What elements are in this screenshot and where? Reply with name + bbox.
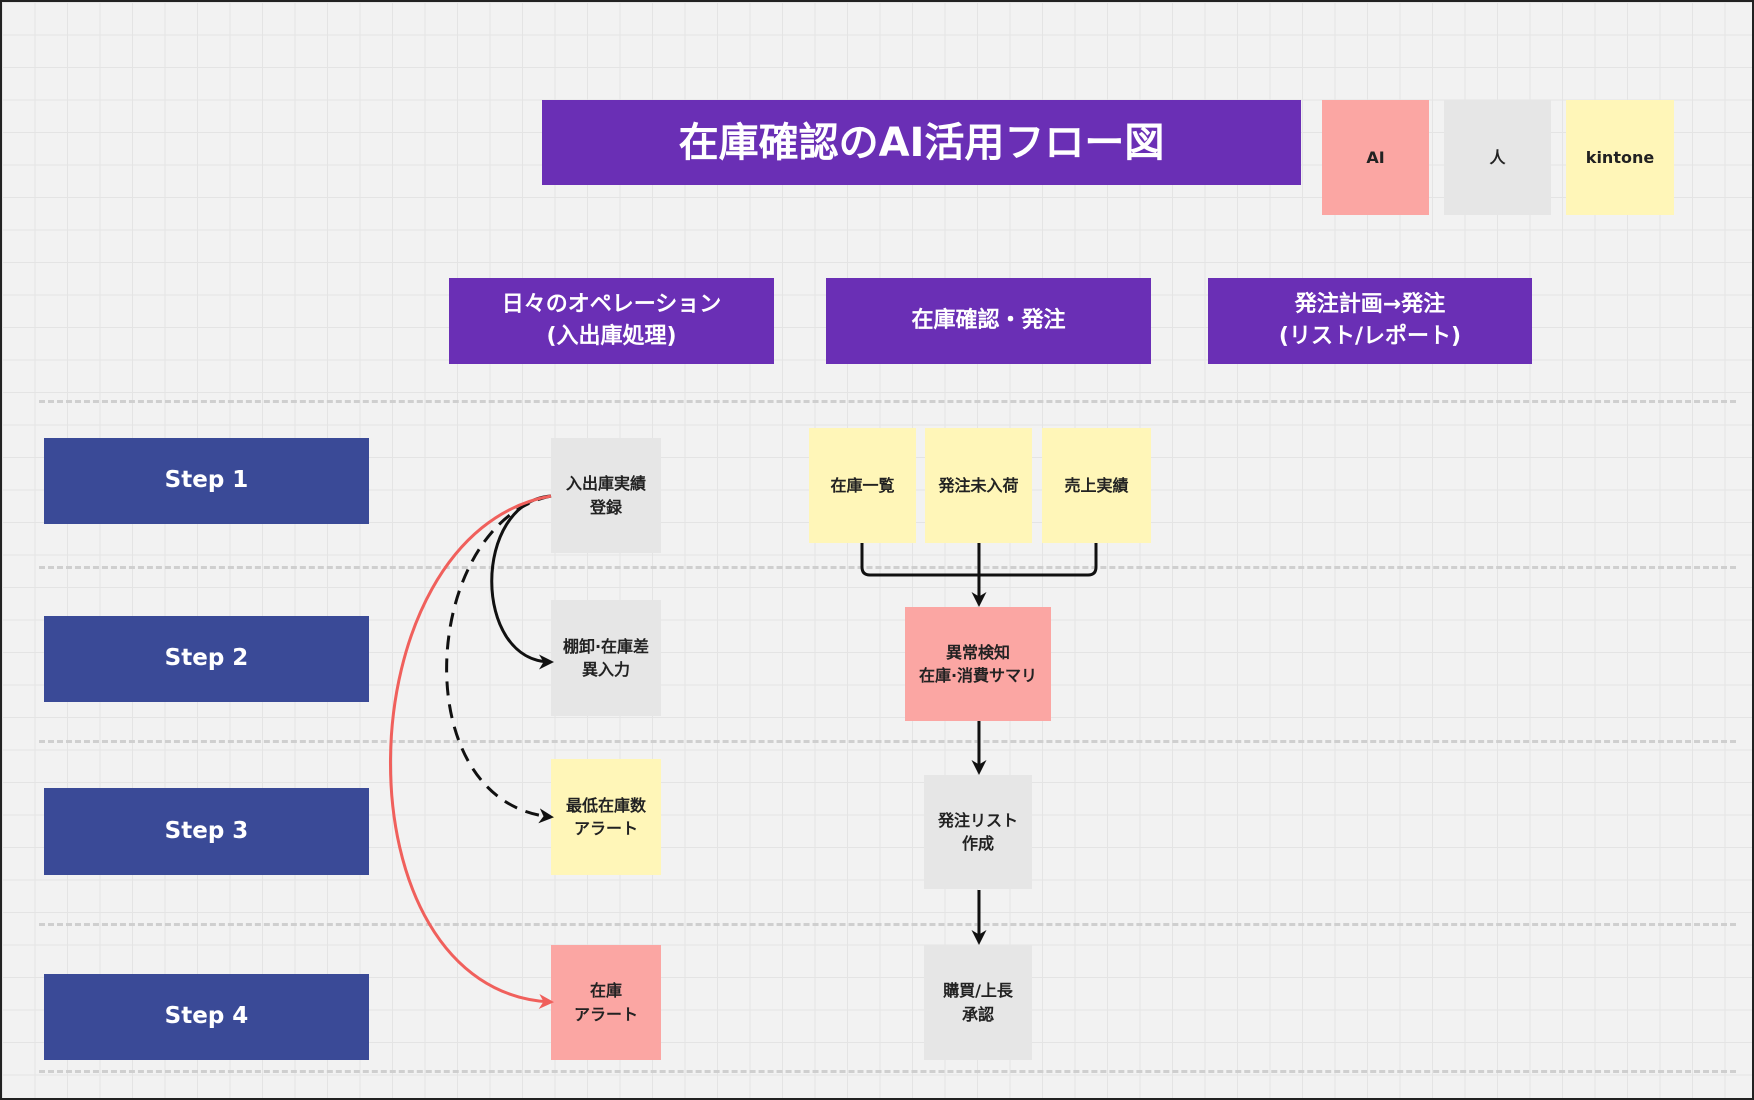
node-stock-alert: 在庫 アラート [551, 945, 661, 1060]
node-order-list: 発注リスト 作成 [924, 775, 1032, 889]
arrow-inout-to-min-alert [445, 494, 554, 824]
legend-ai: AI [1322, 100, 1429, 215]
diagram-title: 在庫確認のAI活用フロー図 [542, 100, 1301, 185]
step-2-label: Step 2 [44, 616, 369, 702]
node-pending-orders: 発注未入荷 [925, 428, 1032, 543]
connector-sales [979, 543, 1098, 577]
node-approval: 購買/上長 承認 [924, 945, 1032, 1060]
row-divider [39, 566, 1736, 569]
node-inout-record: 入出庫実績 登録 [551, 438, 661, 553]
row-divider [39, 740, 1736, 743]
step-4-label: Step 4 [44, 974, 369, 1060]
legend-kintone: kintone [1566, 100, 1674, 215]
node-stocktake-input: 棚卸·在庫差 異入力 [551, 600, 661, 716]
node-anomaly-detect: 異常検知 在庫·消費サマリ [905, 607, 1051, 721]
row-divider [39, 1070, 1736, 1073]
arrow-inout-to-stocktake [490, 494, 554, 670]
step-1-label: Step 1 [44, 438, 369, 524]
row-divider [39, 923, 1736, 926]
connector-stock-list [860, 543, 979, 577]
node-sales-record: 売上実績 [1042, 428, 1151, 543]
arrow-inout-to-stock-alert [389, 494, 554, 1009]
column-header-order-plan: 発注計画→発注 (リスト/レポート) [1208, 278, 1532, 364]
legend-human: 人 [1444, 100, 1551, 215]
node-min-stock-alert: 最低在庫数 アラート [551, 759, 661, 875]
column-header-stock-check: 在庫確認・発注 [826, 278, 1151, 364]
node-stock-list: 在庫一覧 [809, 428, 916, 543]
step-3-label: Step 3 [44, 788, 369, 875]
row-divider [39, 400, 1736, 403]
column-header-daily-ops: 日々のオペレーション (入出庫処理) [449, 278, 774, 364]
